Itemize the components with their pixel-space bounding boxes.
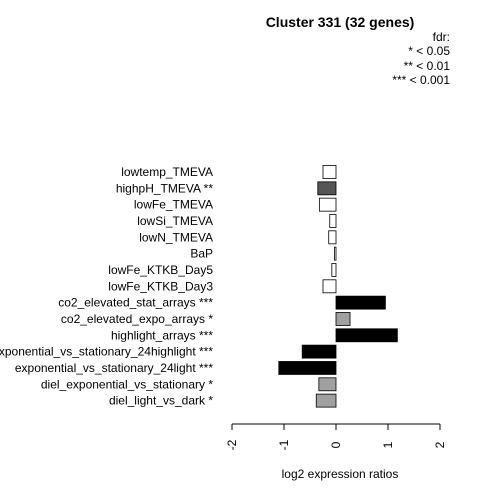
bar-1 — [317, 181, 337, 196]
bars-group — [278, 165, 398, 408]
bar-13 — [318, 377, 337, 392]
x-tick-label-4: 2 — [433, 441, 447, 448]
x-tick-label-0: -2 — [225, 439, 239, 450]
bar-0 — [322, 165, 337, 179]
legend-entry-2: ** < 0.01 — [404, 59, 451, 73]
bar-11 — [301, 344, 337, 359]
chart-title: Cluster 331 (32 genes) — [266, 14, 415, 30]
legend-entry-1: * < 0.05 — [408, 44, 450, 58]
category-label-14: diel_light_vs_dark * — [109, 394, 213, 408]
category-label-11: exponential_vs_stationary_24highlight **… — [0, 345, 213, 359]
category-label-1: highpH_TMEVA ** — [116, 181, 213, 195]
x-tick-label-1: -1 — [277, 439, 291, 450]
category-label-8: co2_elevated_stat_arrays *** — [58, 296, 213, 310]
bar-6 — [331, 263, 337, 277]
x-tick-label-2: 0 — [329, 441, 343, 448]
category-label-5: BaP — [190, 247, 213, 261]
legend-title: fdr: — [433, 30, 450, 44]
category-label-7: lowFe_KTKB_Day3 — [108, 279, 213, 293]
bar-8 — [335, 295, 386, 310]
category-label-6: lowFe_KTKB_Day5 — [108, 263, 213, 277]
category-label-2: lowFe_TMEVA — [134, 198, 213, 212]
bar-4 — [328, 230, 337, 245]
category-label-10: highlight_arrays *** — [111, 328, 213, 342]
bar-7 — [322, 279, 337, 294]
bar-10 — [335, 328, 398, 343]
category-label-12: exponential_vs_stationary_24light *** — [15, 361, 213, 375]
bar-9 — [335, 312, 351, 326]
category-label-13: diel_exponential_vs_stationary * — [41, 377, 213, 391]
category-labels: lowtemp_TMEVA highpH_TMEVA ** lowFe_TMEVAl… — [0, 165, 213, 408]
bar-2 — [318, 197, 337, 212]
legend: fdr: * < 0.05 ** < 0.01 *** < 0.001 — [392, 30, 450, 87]
bar-12 — [278, 361, 337, 375]
x-axis-label: log2 expression ratios — [282, 467, 399, 481]
category-label-0: lowtemp_TMEVA — [121, 165, 213, 179]
x-axis: -2 -1 0 1 2 — [225, 423, 447, 450]
legend-entry-3: *** < 0.001 — [392, 73, 450, 87]
bar-3 — [329, 214, 337, 228]
bar-5 — [334, 246, 337, 261]
x-tick-label-3: 1 — [381, 441, 395, 448]
category-label-9: co2_elevated_expo_arrays * — [61, 312, 213, 326]
category-label-3: lowSi_TMEVA — [137, 214, 213, 228]
category-label-4: lowN_TMEVA — [139, 230, 213, 244]
bar-14 — [315, 393, 337, 408]
